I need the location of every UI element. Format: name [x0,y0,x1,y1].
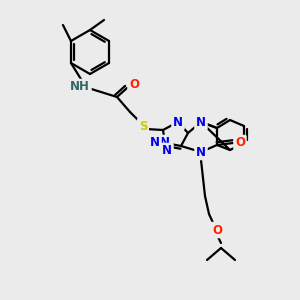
Text: O: O [129,77,139,91]
Text: O: O [235,136,245,149]
Text: N: N [162,145,172,158]
Text: NH: NH [70,80,90,94]
Text: N: N [196,116,206,128]
Text: S: S [139,119,147,133]
Text: N: N [196,146,206,158]
Text: N: N [173,116,183,128]
Text: N: N [150,136,160,148]
Text: O: O [212,224,222,236]
Text: N: N [160,136,170,149]
